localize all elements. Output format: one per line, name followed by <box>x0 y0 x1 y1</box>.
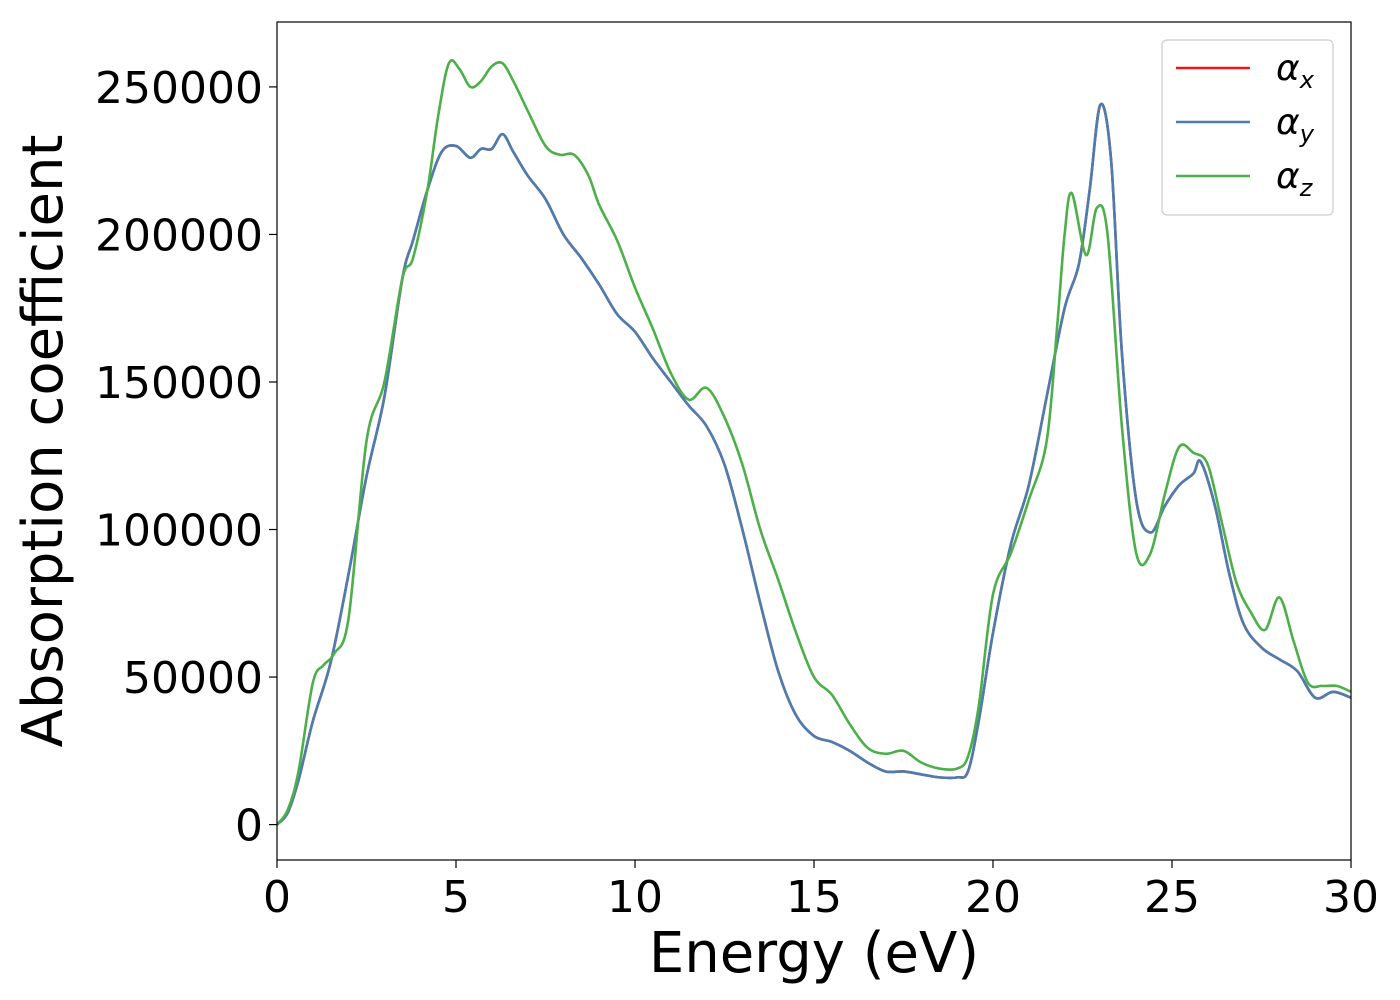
y-tick-label: 250000 <box>95 63 263 114</box>
series-line-z <box>277 59 1351 826</box>
x-tick-label: 0 <box>263 872 291 923</box>
legend-subscript: y <box>1299 120 1315 148</box>
legend-symbol: α <box>1276 102 1300 143</box>
legend-subscript: z <box>1299 174 1314 202</box>
y-axis-title: Absorption coefficient <box>11 135 76 748</box>
legend-label-z: αz <box>1276 156 1314 202</box>
legend-symbol: α <box>1276 156 1300 197</box>
x-tick-label: 15 <box>786 872 842 923</box>
y-tick-label: 200000 <box>95 210 263 261</box>
legend-label-x: αx <box>1276 48 1315 94</box>
legend-label-y: αy <box>1276 102 1315 148</box>
x-axis-title: Energy (eV) <box>649 921 979 986</box>
x-tick-label: 20 <box>965 872 1021 923</box>
legend-symbol: α <box>1276 48 1300 89</box>
y-tick-label: 100000 <box>95 506 263 557</box>
legend-box <box>1161 39 1334 216</box>
x-axis: 0 5 10 15 20 25 30 <box>263 860 1379 923</box>
legend-subscript: x <box>1299 66 1315 94</box>
series-layer <box>277 59 1351 826</box>
x-tick-label: 5 <box>442 872 470 923</box>
y-tick-label: 150000 <box>95 358 263 409</box>
x-tick-label: 25 <box>1144 872 1200 923</box>
x-tick-label: 10 <box>607 872 663 923</box>
y-tick-label: 50000 <box>123 653 263 704</box>
x-tick-label: 30 <box>1323 872 1379 923</box>
y-tick-label: 0 <box>235 801 263 852</box>
y-axis: 0 50000 100000 150000 200000 250000 <box>95 63 277 852</box>
series-line-y <box>277 102 1351 826</box>
